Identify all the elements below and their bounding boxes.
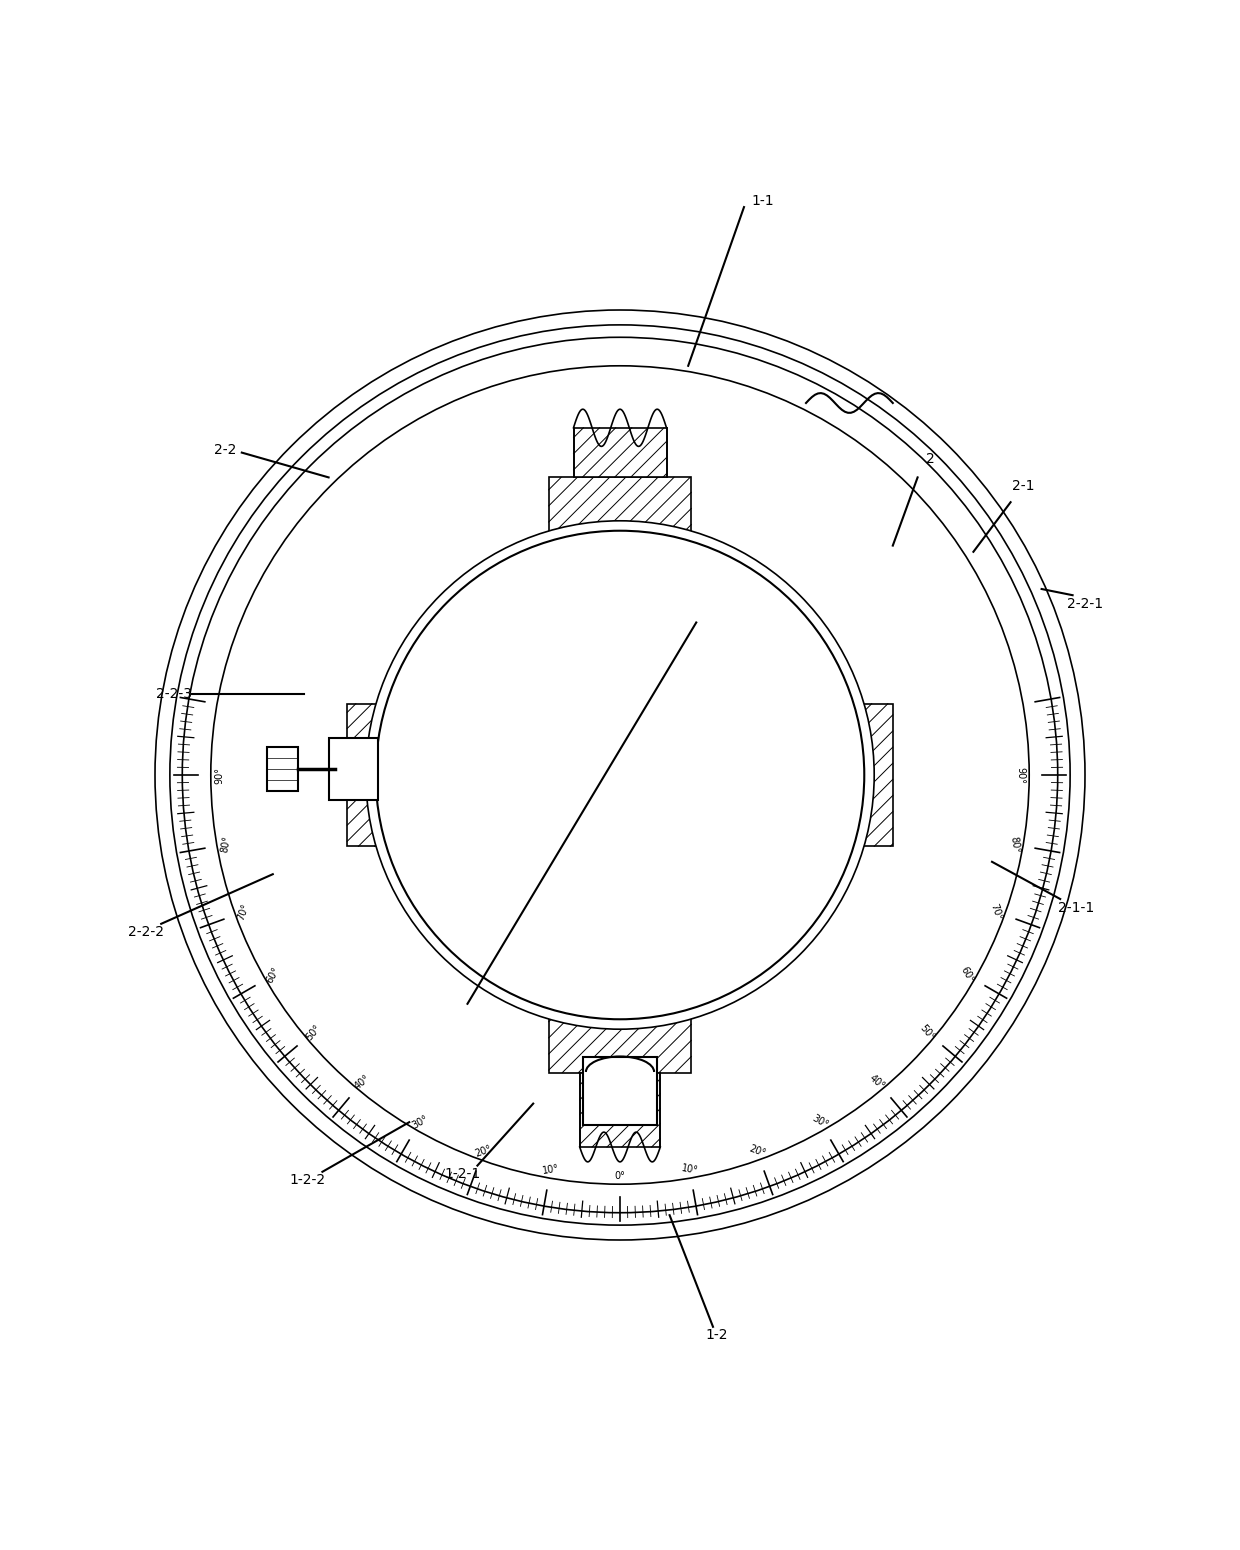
- Text: 2-1: 2-1: [1012, 479, 1034, 493]
- Text: 2-2-2: 2-2-2: [128, 925, 165, 939]
- Bar: [580, 1073, 660, 1147]
- Text: 40°: 40°: [868, 1073, 887, 1091]
- Text: 70°: 70°: [236, 902, 252, 922]
- Text: 2-2: 2-2: [215, 443, 237, 457]
- Text: 2: 2: [925, 451, 935, 467]
- Text: 1-2: 1-2: [706, 1328, 728, 1342]
- Text: 2-2-3: 2-2-3: [155, 687, 192, 702]
- Text: 10°: 10°: [541, 1162, 559, 1176]
- Text: 60°: 60°: [959, 966, 976, 986]
- Text: 90°: 90°: [215, 767, 224, 783]
- Text: 20°: 20°: [474, 1144, 492, 1159]
- Text: 50°: 50°: [304, 1023, 322, 1042]
- Text: 30°: 30°: [811, 1113, 830, 1130]
- Bar: [549, 477, 692, 1073]
- Text: 1-2-2: 1-2-2: [289, 1173, 326, 1187]
- Bar: [347, 704, 893, 846]
- Text: 90°: 90°: [1016, 767, 1025, 783]
- Bar: [573, 428, 667, 477]
- Text: 2-2-1: 2-2-1: [1066, 597, 1104, 611]
- Text: 50°: 50°: [918, 1023, 936, 1042]
- Text: 70°: 70°: [988, 902, 1004, 922]
- Text: 30°: 30°: [410, 1113, 429, 1130]
- Text: 80°: 80°: [219, 835, 232, 854]
- Bar: [267, 747, 298, 791]
- Circle shape: [366, 521, 874, 1029]
- Text: 80°: 80°: [1008, 835, 1021, 854]
- Bar: [329, 738, 378, 800]
- Text: 40°: 40°: [353, 1073, 372, 1091]
- Text: 2-1-1: 2-1-1: [1058, 901, 1095, 914]
- Text: 1-2-1: 1-2-1: [444, 1167, 481, 1181]
- Bar: [584, 1057, 657, 1125]
- Text: 1-1: 1-1: [751, 194, 774, 208]
- Text: 60°: 60°: [264, 966, 281, 986]
- Text: 0°: 0°: [615, 1170, 625, 1181]
- Text: 20°: 20°: [748, 1144, 766, 1159]
- Text: 10°: 10°: [681, 1162, 699, 1176]
